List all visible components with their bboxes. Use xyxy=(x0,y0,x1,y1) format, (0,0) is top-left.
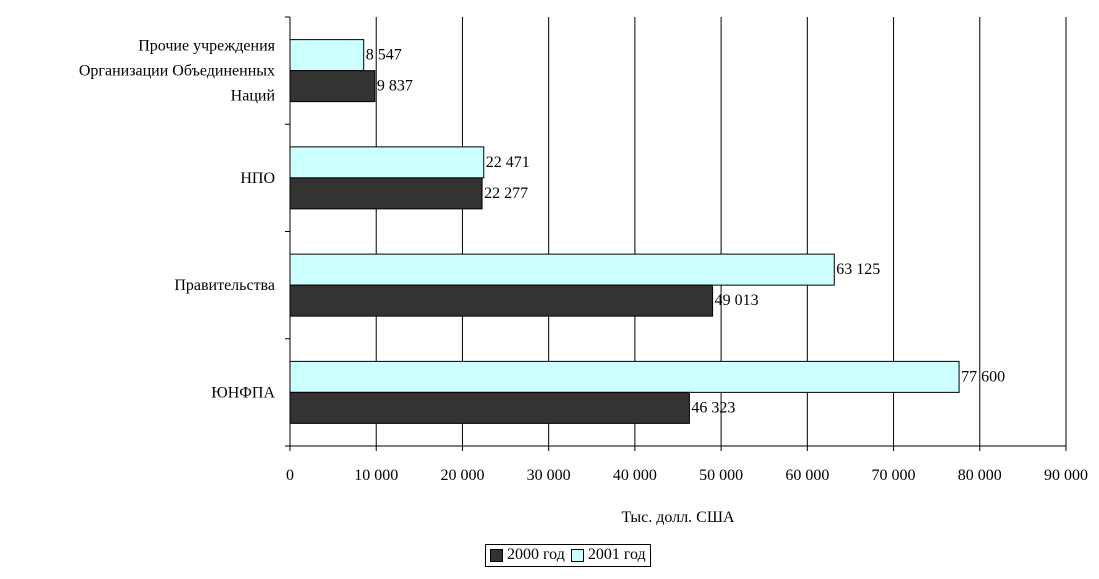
data-label-2000-2: 49 013 xyxy=(715,292,759,309)
legend-label-2000: 2000 год xyxy=(507,546,565,563)
x-tick-label-50000: 50 000 xyxy=(699,467,743,484)
bar-2001-2 xyxy=(289,253,835,286)
data-label-2001-2: 63 125 xyxy=(836,261,880,278)
category-label-2-0: Правительства xyxy=(174,277,275,294)
x-tick-label-90000: 90 000 xyxy=(1044,467,1088,484)
legend: 2000 год 2001 год xyxy=(485,544,651,567)
x-tick-label-30000: 30 000 xyxy=(527,467,571,484)
x-tick-label-20000: 20 000 xyxy=(440,467,484,484)
category-label-3-0: ЮНФПА xyxy=(211,384,275,401)
legend-label-2001: 2001 год xyxy=(587,546,646,563)
bar-2000-1 xyxy=(289,177,483,210)
category-label-0-2: Наций xyxy=(231,88,276,105)
data-label-2000-1: 22 277 xyxy=(484,185,528,202)
category-label-0-1: Организации Объединенных xyxy=(79,63,275,80)
legend-item-2000: 2000 год xyxy=(490,546,565,564)
bar-2001-1 xyxy=(289,146,485,179)
legend-item-2001: 2001 год xyxy=(570,546,646,564)
bar-2001-0 xyxy=(289,39,365,72)
bar-2000-2 xyxy=(289,284,714,317)
x-tick-label-10000: 10 000 xyxy=(354,467,398,484)
bar-2000-3 xyxy=(289,391,690,424)
data-label-2000-0: 9 837 xyxy=(377,78,413,95)
category-label-1-0: НПО xyxy=(240,170,275,187)
x-tick-label-40000: 40 000 xyxy=(613,467,657,484)
x-tick-label-80000: 80 000 xyxy=(958,467,1002,484)
data-label-2001-1: 22 471 xyxy=(486,154,530,171)
category-label-0-0: Прочие учреждения xyxy=(138,38,275,55)
legend-swatch-2000 xyxy=(490,548,503,562)
data-label-2001-3: 77 600 xyxy=(961,368,1005,385)
x-tick-label-60000: 60 000 xyxy=(785,467,829,484)
data-label-2001-0: 8 547 xyxy=(366,47,402,64)
bar-2000-0 xyxy=(289,70,376,103)
x-axis-title: Тыс. долл. США xyxy=(621,509,735,526)
legend-swatch-2001 xyxy=(570,548,584,562)
x-tick-label-0: 0 xyxy=(286,467,294,484)
data-label-2000-3: 46 323 xyxy=(691,399,735,416)
x-tick-label-70000: 70 000 xyxy=(872,467,916,484)
bar-2001-3 xyxy=(289,360,960,393)
